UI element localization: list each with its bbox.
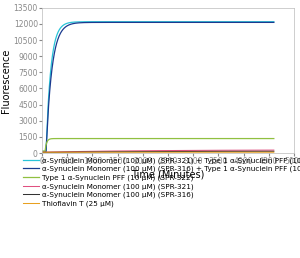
Type 1 α-Synuclein PFF (10 μM) (SPR-322) bbox=[40, 150, 44, 153]
α-Synuclein Monomer (100 μM) (SPR-321) bbox=[40, 151, 44, 154]
α-Synuclein Monomer (100 μM) (SPR-321) bbox=[139, 149, 143, 152]
α-Synuclein Monomer (100 μM) (SPR-321) + Type 1 α-Synuclein PFF (10 μM) (SPR-322) bbox=[129, 20, 133, 23]
α-Synuclein Monomer (100 μM) (SPR-316) + Type 1 α-Synuclein PFF (10 μM) (SPR-322) bbox=[67, 23, 70, 27]
α-Synuclein Monomer (100 μM) (SPR-321) + Type 1 α-Synuclein PFF (10 μM) (SPR-322) bbox=[67, 21, 70, 25]
α-Synuclein Monomer (100 μM) (SPR-321) + Type 1 α-Synuclein PFF (10 μM) (SPR-322) bbox=[221, 20, 225, 23]
α-Synuclein Monomer (100 μM) (SPR-316) + Type 1 α-Synuclein PFF (10 μM) (SPR-322) bbox=[80, 21, 84, 24]
Type 1 α-Synuclein PFF (10 μM) (SPR-322) bbox=[268, 137, 271, 140]
α-Synuclein Monomer (100 μM) (SPR-321) bbox=[268, 149, 271, 152]
Thioflavin T (25 μM) bbox=[129, 151, 133, 154]
α-Synuclein Monomer (100 μM) (SPR-316) + Type 1 α-Synuclein PFF (10 μM) (SPR-322) bbox=[260, 21, 264, 24]
Thioflavin T (25 μM) bbox=[80, 151, 84, 154]
Thioflavin T (25 μM) bbox=[139, 151, 143, 154]
α-Synuclein Monomer (100 μM) (SPR-321) + Type 1 α-Synuclein PFF (10 μM) (SPR-322) bbox=[268, 20, 271, 23]
α-Synuclein Monomer (100 μM) (SPR-321) bbox=[80, 150, 84, 153]
α-Synuclein Monomer (100 μM) (SPR-316) + Type 1 α-Synuclein PFF (10 μM) (SPR-322) bbox=[242, 21, 246, 24]
Line: α-Synuclein Monomer (100 μM) (SPR-316): α-Synuclein Monomer (100 μM) (SPR-316) bbox=[42, 151, 274, 152]
α-Synuclein Monomer (100 μM) (SPR-316) + Type 1 α-Synuclein PFF (10 μM) (SPR-322) bbox=[129, 21, 133, 24]
Type 1 α-Synuclein PFF (10 μM) (SPR-322) bbox=[129, 137, 133, 140]
Thioflavin T (25 μM) bbox=[40, 151, 44, 154]
α-Synuclein Monomer (100 μM) (SPR-316) + Type 1 α-Synuclein PFF (10 μM) (SPR-322) bbox=[272, 21, 276, 24]
α-Synuclein Monomer (100 μM) (SPR-321) bbox=[129, 149, 133, 152]
α-Synuclein Monomer (100 μM) (SPR-321) + Type 1 α-Synuclein PFF (10 μM) (SPR-322) bbox=[243, 20, 246, 23]
α-Synuclein Monomer (100 μM) (SPR-321) bbox=[242, 149, 246, 152]
α-Synuclein Monomer (100 μM) (SPR-316) + Type 1 α-Synuclein PFF (10 μM) (SPR-322) bbox=[268, 21, 271, 24]
α-Synuclein Monomer (100 μM) (SPR-321) + Type 1 α-Synuclein PFF (10 μM) (SPR-322) bbox=[40, 150, 44, 153]
Type 1 α-Synuclein PFF (10 μM) (SPR-322) bbox=[99, 137, 103, 140]
X-axis label: Time (Minutes): Time (Minutes) bbox=[131, 169, 205, 179]
α-Synuclein Monomer (100 μM) (SPR-316) bbox=[80, 150, 84, 154]
Legend: α-Synuclein Monomer (100 μM) (SPR-321) + Type 1 α-Synuclein PFF (10 μM) (SPR-322: α-Synuclein Monomer (100 μM) (SPR-321) +… bbox=[22, 156, 300, 208]
α-Synuclein Monomer (100 μM) (SPR-316) bbox=[242, 150, 246, 153]
α-Synuclein Monomer (100 μM) (SPR-316) bbox=[67, 151, 70, 154]
Type 1 α-Synuclein PFF (10 μM) (SPR-322) bbox=[272, 137, 276, 140]
Line: α-Synuclein Monomer (100 μM) (SPR-321) + Type 1 α-Synuclein PFF (10 μM) (SPR-322): α-Synuclein Monomer (100 μM) (SPR-321) +… bbox=[42, 22, 274, 151]
α-Synuclein Monomer (100 μM) (SPR-316) + Type 1 α-Synuclein PFF (10 μM) (SPR-322) bbox=[40, 150, 44, 153]
Line: α-Synuclein Monomer (100 μM) (SPR-321): α-Synuclein Monomer (100 μM) (SPR-321) bbox=[42, 150, 274, 152]
Thioflavin T (25 μM) bbox=[242, 151, 246, 154]
α-Synuclein Monomer (100 μM) (SPR-321) bbox=[272, 149, 276, 152]
Type 1 α-Synuclein PFF (10 μM) (SPR-322) bbox=[139, 137, 143, 140]
Type 1 α-Synuclein PFF (10 μM) (SPR-322) bbox=[243, 137, 246, 140]
Line: α-Synuclein Monomer (100 μM) (SPR-316) + Type 1 α-Synuclein PFF (10 μM) (SPR-322): α-Synuclein Monomer (100 μM) (SPR-316) +… bbox=[42, 22, 274, 151]
α-Synuclein Monomer (100 μM) (SPR-321) + Type 1 α-Synuclein PFF (10 μM) (SPR-322) bbox=[272, 20, 276, 23]
α-Synuclein Monomer (100 μM) (SPR-321) bbox=[67, 150, 70, 153]
α-Synuclein Monomer (100 μM) (SPR-316) bbox=[272, 150, 276, 153]
α-Synuclein Monomer (100 μM) (SPR-316) + Type 1 α-Synuclein PFF (10 μM) (SPR-322) bbox=[139, 21, 143, 24]
α-Synuclein Monomer (100 μM) (SPR-321) + Type 1 α-Synuclein PFF (10 μM) (SPR-322) bbox=[139, 20, 143, 23]
α-Synuclein Monomer (100 μM) (SPR-316) bbox=[129, 150, 133, 153]
Thioflavin T (25 μM) bbox=[272, 151, 276, 154]
Type 1 α-Synuclein PFF (10 μM) (SPR-322) bbox=[67, 137, 70, 140]
Thioflavin T (25 μM) bbox=[268, 151, 271, 154]
Thioflavin T (25 μM) bbox=[67, 151, 70, 154]
α-Synuclein Monomer (100 μM) (SPR-321) + Type 1 α-Synuclein PFF (10 μM) (SPR-322) bbox=[80, 20, 84, 23]
Type 1 α-Synuclein PFF (10 μM) (SPR-322) bbox=[80, 137, 84, 140]
Line: Type 1 α-Synuclein PFF (10 μM) (SPR-322): Type 1 α-Synuclein PFF (10 μM) (SPR-322) bbox=[42, 139, 274, 151]
α-Synuclein Monomer (100 μM) (SPR-316) bbox=[40, 151, 44, 154]
α-Synuclein Monomer (100 μM) (SPR-316) bbox=[139, 150, 143, 153]
Y-axis label: Fluorescence: Fluorescence bbox=[1, 48, 11, 112]
α-Synuclein Monomer (100 μM) (SPR-316) bbox=[268, 150, 271, 153]
